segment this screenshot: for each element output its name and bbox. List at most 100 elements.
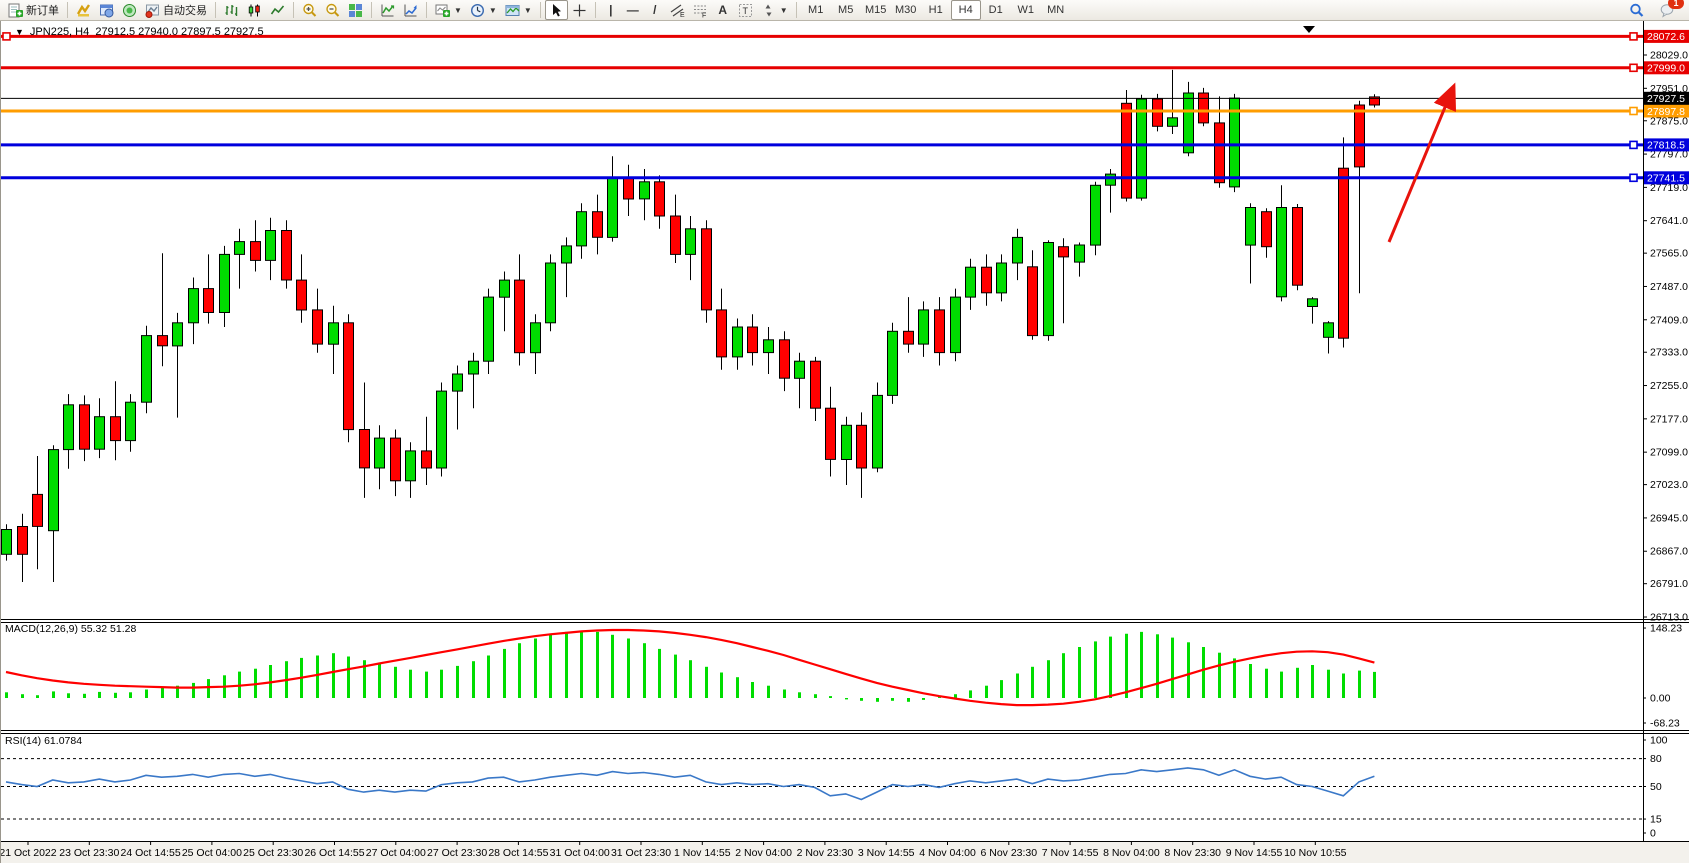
timeframe-m5-button[interactable]: M5 [838,4,854,16]
candlestick-mode-button[interactable] [243,0,266,20]
svg-text:E: E [680,12,685,18]
text-tool-button[interactable]: A [712,0,734,20]
periods-icon [404,4,417,16]
candle-bullish [328,322,339,345]
candle-bearish [1369,96,1380,106]
candle-bearish [1214,122,1225,184]
navigator-button[interactable] [118,0,141,20]
new-chart-dropdown[interactable]: ▼ [431,0,466,20]
price-axis-tick-label: 27409.0 [1650,314,1688,326]
chart-shift-marker[interactable] [1303,26,1315,33]
line-chart-mode-button[interactable] [266,0,289,20]
line-handle[interactable] [1629,173,1638,183]
price-axis-tick-label: 26945.0 [1650,512,1688,524]
toolbar-separator [293,2,294,18]
price-axis-tick-label: 27099.0 [1650,447,1688,459]
zoom-out-button[interactable] [321,0,344,20]
time-axis-label: 10 Nov 10:55 [1284,847,1347,859]
arrows-icon [765,4,772,16]
new-order-button[interactable]: 新订单 [4,0,63,20]
label-tool-button[interactable]: T [734,0,757,20]
periods-button[interactable] [399,0,422,20]
notifications-button[interactable]: 1 [1656,0,1684,20]
timeframe-m1-button[interactable]: M1 [808,4,824,16]
timeframe-h4-button[interactable]: H4 [950,0,981,20]
candle-bullish [1276,207,1287,298]
zoom-in-button[interactable] [298,0,321,20]
timeframe-h1-button[interactable]: H1 [928,4,943,16]
line-handle[interactable] [1629,106,1638,116]
new-order-icon [8,3,23,17]
cursor-icon [552,3,561,16]
candle-bearish [747,326,758,354]
autotrading-label: 自动交易 [163,5,207,17]
channel-tool-button[interactable]: E [666,0,689,20]
timeframe-clock-dropdown[interactable]: ▼ [466,0,501,20]
line-price-label-box [1644,138,1689,152]
candle-bearish [359,429,370,469]
price-axis[interactable]: 28029.027951.027875.027797.027719.027641… [1643,21,1689,841]
timeframe-w1-button[interactable]: W1 [1017,4,1034,16]
fibonacci-tool-button[interactable]: F [689,0,712,20]
line-handle[interactable] [1629,32,1638,41]
clock-icon [470,3,484,17]
candle-bullish [887,330,898,396]
line-handle[interactable] [1629,140,1638,150]
horizontal-line-icon: — [626,3,639,17]
line-price-label: 27818.5 [1647,140,1685,152]
trendline-tool-button[interactable]: / [644,0,666,20]
timeframe-d1-button[interactable]: D1 [988,4,1003,16]
candle-bullish [1043,242,1054,337]
line-price-label: 27741.5 [1647,173,1685,185]
chart-canvas[interactable]: 28029.027951.027875.027797.027719.027641… [1,21,1689,863]
autotrading-icon [145,4,159,18]
candle-bullish [265,230,276,261]
candle-bullish [94,416,105,450]
price-axis-tick-label: 28029.0 [1650,50,1688,62]
candle-bullish [63,404,74,451]
price-axis-tick-label: 27797.0 [1650,149,1688,161]
arrows-tool-dropdown[interactable]: ▼ [757,0,792,20]
trend-arrow-annotation[interactable] [1387,82,1457,243]
rsi-axis-label: 15 [1650,814,1662,826]
price-axis-tick-label: 27641.0 [1650,215,1688,227]
market-watch-button[interactable] [72,0,95,20]
bar-chart-mode-button[interactable] [220,0,243,20]
indicators-button[interactable] [376,0,399,20]
candle-bearish [17,526,28,555]
autotrading-button[interactable]: 自动交易 [141,0,211,20]
timeframe-m15-button[interactable]: M15 [864,4,887,16]
time-axis[interactable]: 21 Oct 2022 23 Oct 23:30 24 Oct 14:55 25 Oc… [1,841,1689,859]
candle-bearish [250,241,261,261]
candle-bullish [950,296,961,354]
timeframe-mn-button[interactable]: MN [1047,4,1065,16]
search-button[interactable] [1625,0,1648,20]
time-axis-label: 21 Oct 2022 [1,847,57,859]
candle-bullish [405,450,416,482]
time-axis-label: 6 Nov 23:30 [980,847,1037,859]
svg-text:T: T [742,6,748,16]
data-window-button[interactable] [95,0,118,20]
line-handle[interactable] [2,32,11,41]
toolbar-separator [215,2,216,18]
price-axis-tick-label: 26791.0 [1650,578,1688,590]
vertical-line-tool-button[interactable]: | [600,0,622,20]
tile-windows-button[interactable] [344,0,367,20]
cursor-tool-button[interactable] [544,0,568,20]
template-dropdown[interactable]: ▼ [501,0,536,20]
candle-bearish [670,215,681,255]
timeframe-m30-button[interactable]: M30 [894,4,917,16]
zoom-in-icon [303,3,317,17]
line-handle[interactable] [1629,63,1638,73]
time-axis-label: 4 Nov 04:00 [919,847,976,859]
time-axis-label: 25 Oct 04:00 [182,847,242,859]
price-axis-tick-label: 27875.0 [1650,115,1688,127]
candle-bullish [1245,207,1256,246]
dropdown-caret-icon: ▼ [454,5,462,15]
candle-bullish [374,437,385,469]
candle-bearish [514,279,525,354]
horizontal-line-tool-button[interactable]: — [622,0,644,20]
rsi-axis-label: 0 [1650,828,1656,840]
line-price-label-box [1644,29,1689,43]
crosshair-tool-button[interactable] [568,0,591,20]
